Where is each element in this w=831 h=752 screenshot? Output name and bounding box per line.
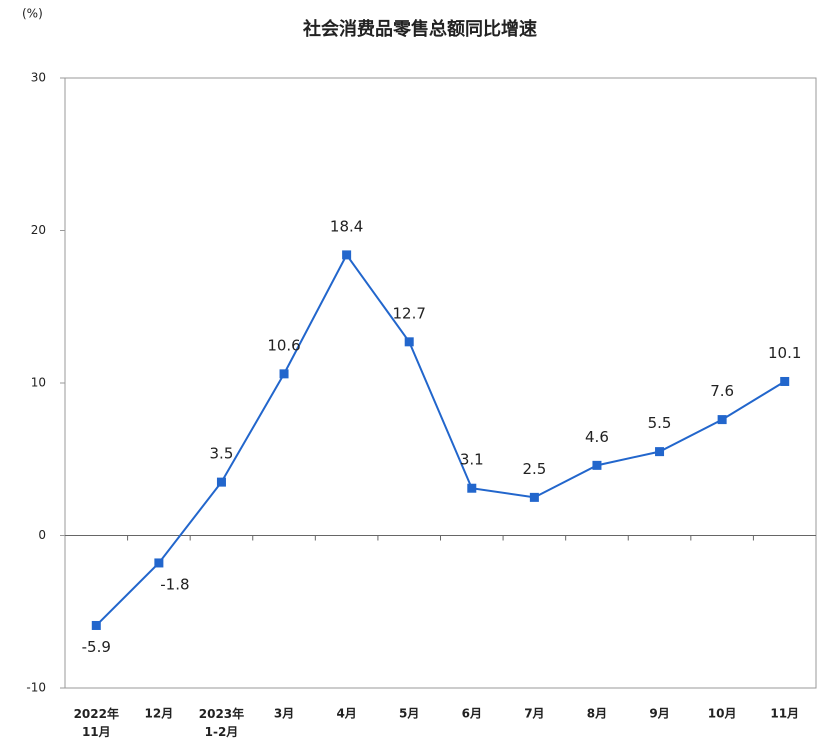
point bbox=[279, 369, 289, 379]
data-label: 4.6 bbox=[585, 428, 609, 446]
x-tick-label: 2022年 11月 bbox=[74, 706, 119, 739]
y-tick-label: 30 bbox=[31, 71, 46, 85]
line bbox=[95, 253, 786, 627]
x-tick-label: 4月 bbox=[336, 707, 356, 721]
x-tick-label: 7月 bbox=[524, 707, 544, 721]
x-tick-label: 2023年 1-2月 bbox=[199, 706, 244, 739]
x-tick-label: 6月 bbox=[462, 707, 482, 721]
y-tick-label: -10 bbox=[26, 681, 46, 695]
point bbox=[717, 415, 727, 425]
x-tick-label: 8月 bbox=[587, 707, 607, 721]
data-label: -5.9 bbox=[82, 638, 111, 656]
x-tick-label: 5月 bbox=[399, 707, 419, 721]
data-label: 12.7 bbox=[393, 304, 426, 322]
point bbox=[342, 250, 352, 260]
x-tick-label: 12月 bbox=[145, 707, 174, 721]
x-tick-label: 3月 bbox=[274, 707, 294, 721]
chart-title: 社会消费品零售总额同比增速 bbox=[303, 18, 537, 40]
data-label: 18.4 bbox=[330, 217, 363, 235]
y-tick-label: 20 bbox=[31, 223, 46, 237]
point bbox=[655, 447, 665, 457]
point bbox=[592, 460, 602, 470]
x-tick-label: 11月 bbox=[770, 707, 799, 721]
data-label: 7.6 bbox=[710, 382, 734, 400]
plot-frame bbox=[64, 77, 817, 689]
data-label: 2.5 bbox=[522, 460, 546, 478]
data-label: 10.1 bbox=[768, 344, 801, 362]
x-tick-label: 9月 bbox=[649, 707, 669, 721]
point bbox=[91, 620, 101, 630]
point bbox=[780, 376, 790, 386]
y-tick-label: 10 bbox=[31, 376, 46, 390]
x-tick-label: 10月 bbox=[708, 707, 737, 721]
point bbox=[529, 492, 539, 502]
point bbox=[216, 477, 226, 487]
y-axis-label: (%) bbox=[22, 7, 43, 21]
data-label: 3.5 bbox=[210, 445, 234, 463]
data-label: 5.5 bbox=[648, 414, 672, 432]
point bbox=[154, 558, 164, 568]
data-label: 10.6 bbox=[267, 336, 300, 354]
data-label: -1.8 bbox=[160, 575, 189, 593]
point bbox=[404, 337, 414, 347]
y-tick-label: 0 bbox=[38, 528, 46, 542]
point bbox=[467, 483, 477, 493]
data-label: 3.1 bbox=[460, 451, 484, 469]
